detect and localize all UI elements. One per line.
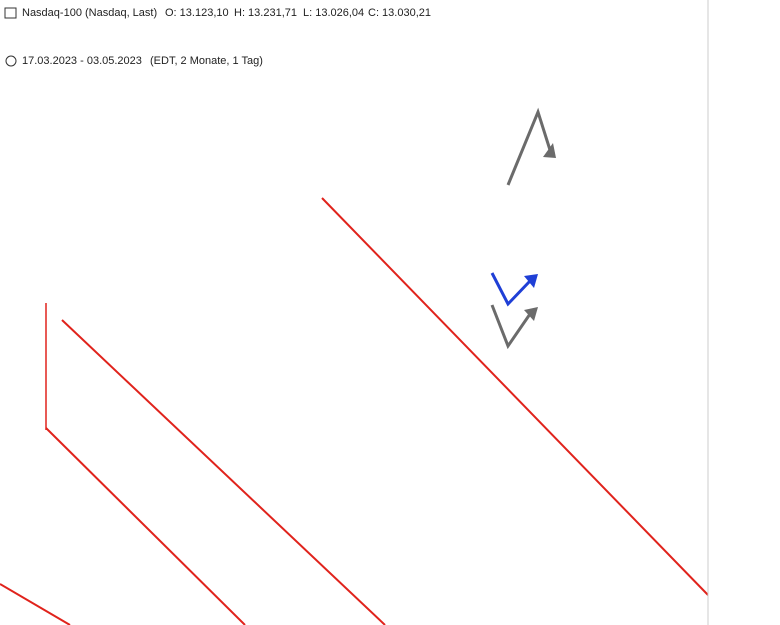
arrowhead xyxy=(524,307,538,321)
ohlc: L: 13.026,04 xyxy=(303,7,364,19)
trend-line xyxy=(0,583,71,625)
arrowhead xyxy=(524,274,538,288)
arrowhead xyxy=(543,143,556,158)
ohlc: C: 13.030,21 xyxy=(368,7,431,19)
date-range: 17.03.2023 - 03.05.2023 xyxy=(22,55,142,67)
ohlc: O: 13.123,10 xyxy=(165,7,229,19)
icon xyxy=(5,55,17,67)
trend-line xyxy=(61,319,386,625)
trend-line xyxy=(321,197,709,596)
arrows xyxy=(490,107,556,350)
arrow xyxy=(506,107,552,186)
arrow xyxy=(490,272,532,307)
ohlc: H: 13.231,71 xyxy=(234,7,297,19)
trend-line xyxy=(45,427,246,625)
date-note: (EDT, 2 Monate, 1 Tag) xyxy=(150,55,263,67)
icon xyxy=(4,7,17,19)
chart-title: Nasdaq-100 (Nasdaq, Last) xyxy=(22,7,157,19)
trend-lines xyxy=(0,197,709,625)
header: Nasdaq-100 (Nasdaq, Last) O: 13.123,10 H… xyxy=(4,7,431,67)
arrow xyxy=(490,304,532,350)
price-axis xyxy=(708,0,780,625)
